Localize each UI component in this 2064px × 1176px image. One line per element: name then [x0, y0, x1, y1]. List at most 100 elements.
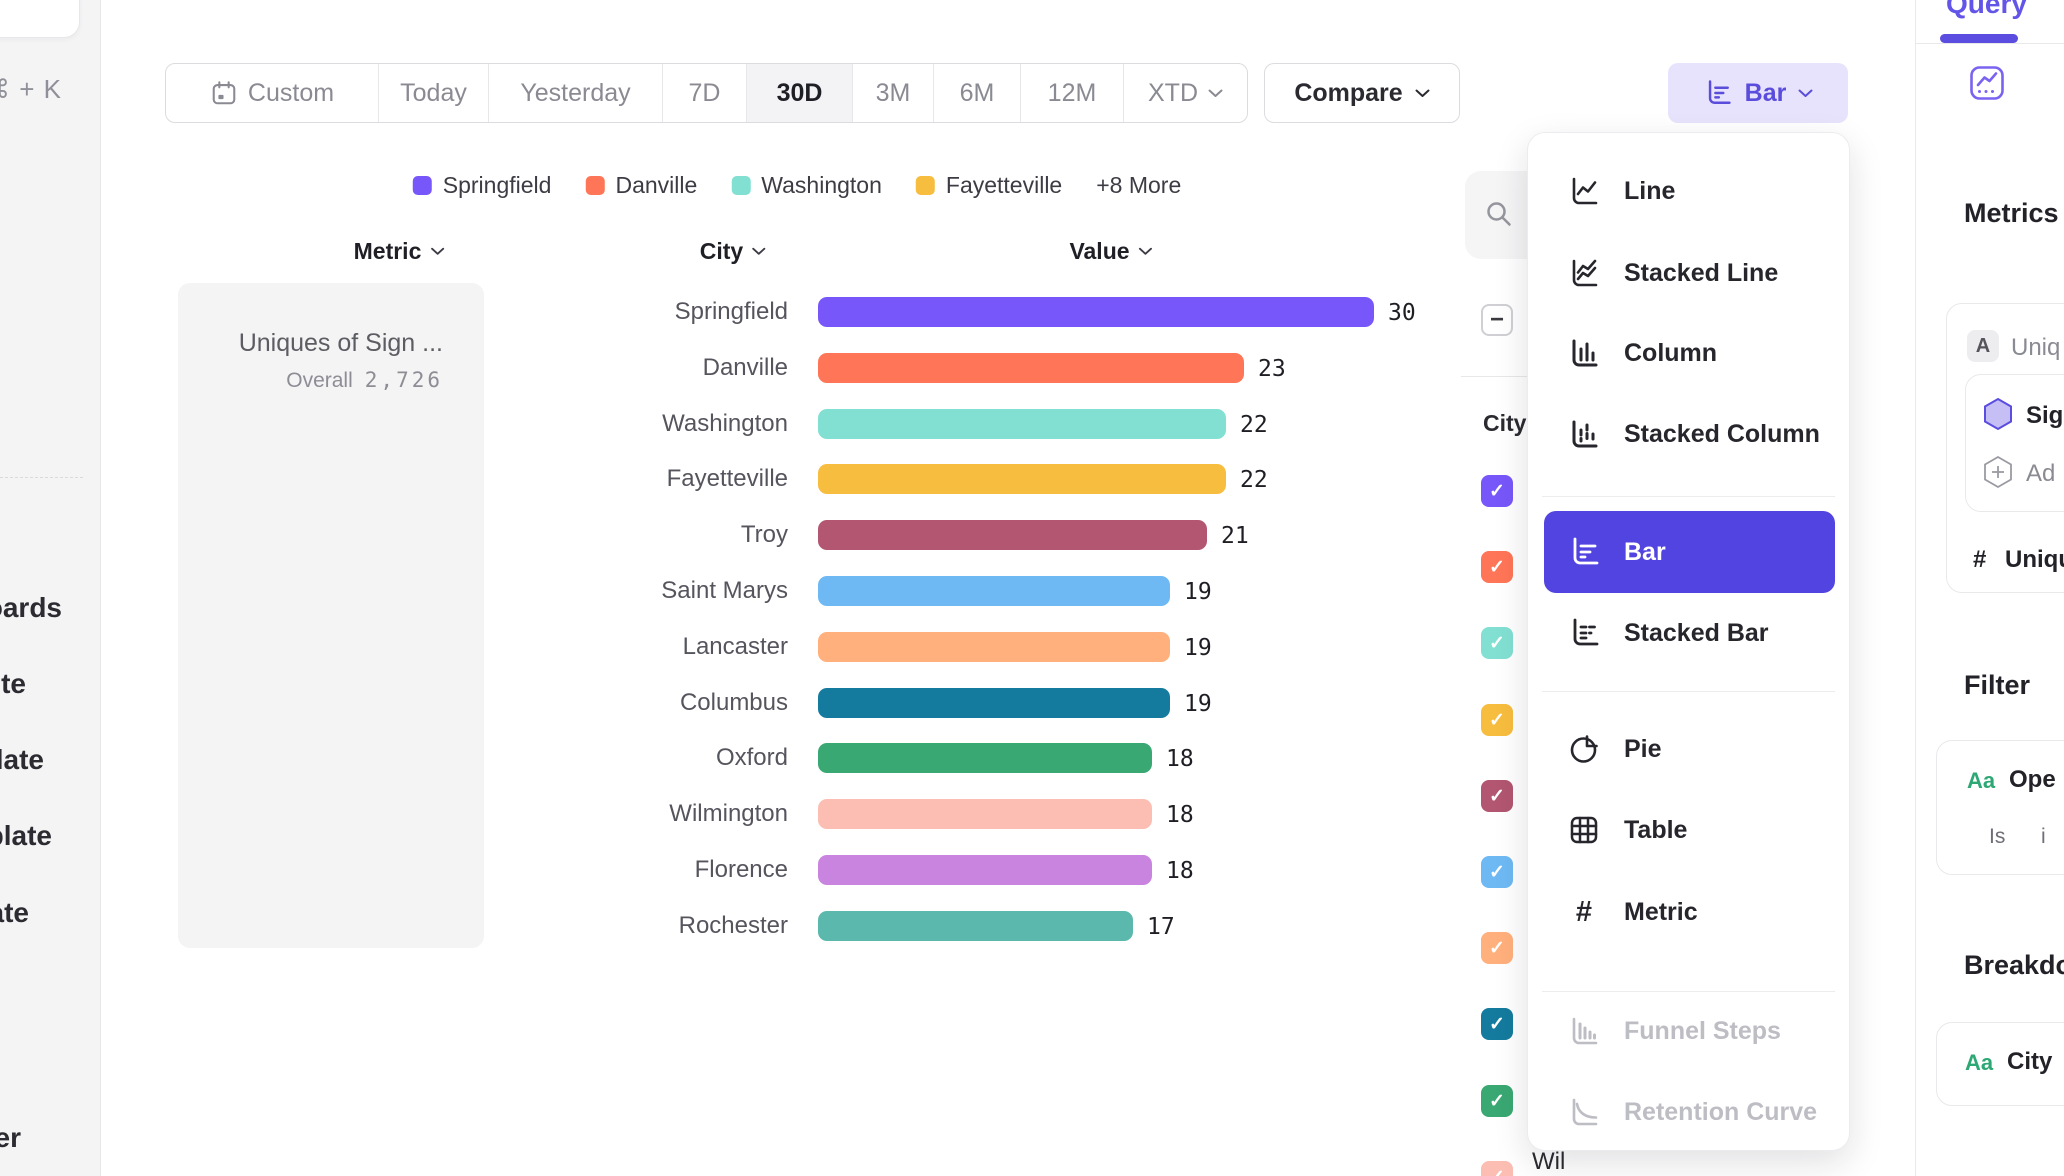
bar-florence[interactable]	[818, 855, 1152, 885]
bar-oxford[interactable]	[818, 743, 1152, 773]
metric-cell[interactable]: Uniques of Sign ... Overall 2,726	[178, 283, 484, 948]
legend-item-washington[interactable]: Washington	[731, 172, 882, 199]
event-item-label[interactable]: Sig	[2026, 402, 2064, 429]
series-checkbox[interactable]: ✓	[1481, 780, 1513, 812]
metrics-heading: Metrics	[1964, 198, 2059, 228]
menu-item-pie[interactable]: Pie	[1544, 719, 1835, 779]
chart-type-button[interactable]: Bar	[1668, 63, 1848, 123]
column-header-metric[interactable]: Metric	[354, 238, 445, 265]
bar-row-label: Danville	[702, 354, 788, 381]
bar-row-label: Oxford	[715, 744, 788, 771]
stacked-bar-icon	[1566, 616, 1602, 650]
filter-value: i	[2041, 825, 2046, 848]
compare-button[interactable]: Compare	[1264, 63, 1460, 123]
menu-item-stacked-line[interactable]: Stacked Line	[1544, 243, 1835, 303]
menu-item-line[interactable]: Line	[1544, 161, 1835, 221]
bar-troy[interactable]	[818, 520, 1207, 550]
measure-hash-icon: #	[1973, 546, 1987, 573]
series-checkbox[interactable]: ✓	[1481, 627, 1513, 659]
add-item-label[interactable]: Ad	[2026, 460, 2056, 487]
series-checkbox[interactable]: ✓	[1481, 1085, 1513, 1117]
metric-type-badge: A	[1967, 330, 1999, 362]
stacked-line-icon	[1566, 256, 1602, 290]
menu-item-bar[interactable]: Bar	[1544, 511, 1835, 593]
range-yesterday[interactable]: Yesterday	[488, 64, 662, 122]
retention-curve-icon	[1566, 1095, 1602, 1129]
menu-divider	[1542, 496, 1835, 497]
add-event-icon[interactable]	[1982, 455, 2014, 494]
legend-item-springfield[interactable]: Springfield	[412, 172, 551, 199]
column-header-city[interactable]: City	[700, 238, 766, 265]
bar-springfield[interactable]	[818, 297, 1374, 327]
measure-item-label[interactable]: Uniqu	[2005, 546, 2064, 573]
legend-item-fayetteville[interactable]: Fayetteville	[915, 172, 1062, 199]
sidebar-item[interactable]: te	[1, 668, 26, 699]
bar-value: 22	[1240, 467, 1268, 493]
bar-value: 21	[1221, 523, 1249, 549]
bar-saint-marys[interactable]	[818, 576, 1170, 606]
filter-heading: Filter	[1964, 670, 2031, 700]
range-30d[interactable]: 30D	[746, 64, 852, 122]
metric-item-label[interactable]: Uniq	[2011, 334, 2061, 361]
range-today[interactable]: Today	[378, 64, 488, 122]
series-checkbox[interactable]: ✓	[1481, 551, 1513, 583]
series-checkbox[interactable]: ✓	[1481, 475, 1513, 507]
chart-type-button-label: Bar	[1744, 78, 1787, 107]
sidebar-item[interactable]: ate	[0, 897, 29, 928]
series-checkbox[interactable]: ✓	[1481, 704, 1513, 736]
bar-value: 18	[1166, 858, 1194, 884]
range-12m[interactable]: 12M	[1020, 64, 1123, 122]
sidebar-item[interactable]: late	[0, 744, 44, 775]
filter-property-label: Ope	[2009, 766, 2056, 793]
chart-panel-icon[interactable]	[1968, 64, 2006, 107]
bar-columbus[interactable]	[818, 688, 1170, 718]
chevron-down-icon	[752, 247, 766, 255]
menu-item-stacked-column[interactable]: Stacked Column	[1544, 404, 1835, 464]
series-column-label: City	[1483, 410, 1527, 436]
pie-icon	[1566, 732, 1602, 766]
menu-item-table[interactable]: Table	[1544, 800, 1835, 860]
range-3m[interactable]: 3M	[852, 64, 933, 122]
menu-divider	[1542, 691, 1835, 692]
bar-danville[interactable]	[818, 353, 1244, 383]
bar-lancaster[interactable]	[818, 632, 1170, 662]
series-checkbox[interactable]: ✓	[1481, 856, 1513, 888]
range-custom[interactable]: Custom	[166, 64, 378, 122]
legend-item-danville[interactable]: Danville	[585, 172, 697, 199]
bar-rochester[interactable]	[818, 911, 1133, 941]
range-xtd[interactable]: XTD	[1123, 64, 1247, 122]
bar-wilmington[interactable]	[818, 799, 1152, 829]
sidebar-item[interactable]: plate	[0, 820, 52, 851]
select-all-checkbox[interactable]: −	[1481, 304, 1513, 336]
range-7d[interactable]: 7D	[662, 64, 746, 122]
metric-overall-value: 2,726	[364, 368, 443, 392]
property-type-badge: Aa	[1965, 1050, 1994, 1075]
menu-item-stacked-bar[interactable]: Stacked Bar	[1544, 603, 1835, 663]
column-header-value[interactable]: Value	[1069, 238, 1153, 265]
bar-value: 19	[1184, 691, 1212, 717]
tab-query[interactable]: Query	[1946, 0, 2027, 19]
series-checkbox[interactable]: ✓	[1481, 1008, 1513, 1040]
menu-item-column[interactable]: Column	[1544, 323, 1835, 383]
legend-more[interactable]: +8 More	[1096, 172, 1182, 198]
series-row-label-partial: Wil	[1532, 1148, 1566, 1175]
sidebar-item[interactable]: boards	[0, 592, 62, 623]
menu-divider	[1542, 991, 1835, 992]
bar-value: 18	[1166, 746, 1194, 772]
metric-icon: #	[1575, 895, 1593, 928]
menu-item-metric[interactable]: # Metric	[1544, 882, 1835, 942]
series-checkbox[interactable]: ✓	[1481, 932, 1513, 964]
breakdown-card[interactable]: Aa City	[1936, 1022, 2064, 1106]
bar-washington[interactable]	[818, 409, 1226, 439]
bar-row-label: Washington	[662, 410, 788, 437]
sidebar-item[interactable]: er	[0, 1122, 21, 1153]
active-tab-indicator	[1940, 34, 2018, 43]
left-sidebar: ⌘ + K boards te late plate ate er	[0, 0, 101, 1176]
bar-row-label: Florence	[694, 856, 788, 883]
query-panel: Query Metrics A Uniq Sig Ad # Uniqu Filt…	[1915, 0, 2064, 1176]
series-checkbox[interactable]: ✓	[1481, 1161, 1513, 1176]
range-6m[interactable]: 6M	[933, 64, 1020, 122]
bar-fayetteville[interactable]	[818, 464, 1226, 494]
filter-card[interactable]: Aa Ope Is i	[1936, 740, 2064, 875]
property-type-badge: Aa	[1967, 768, 1996, 793]
